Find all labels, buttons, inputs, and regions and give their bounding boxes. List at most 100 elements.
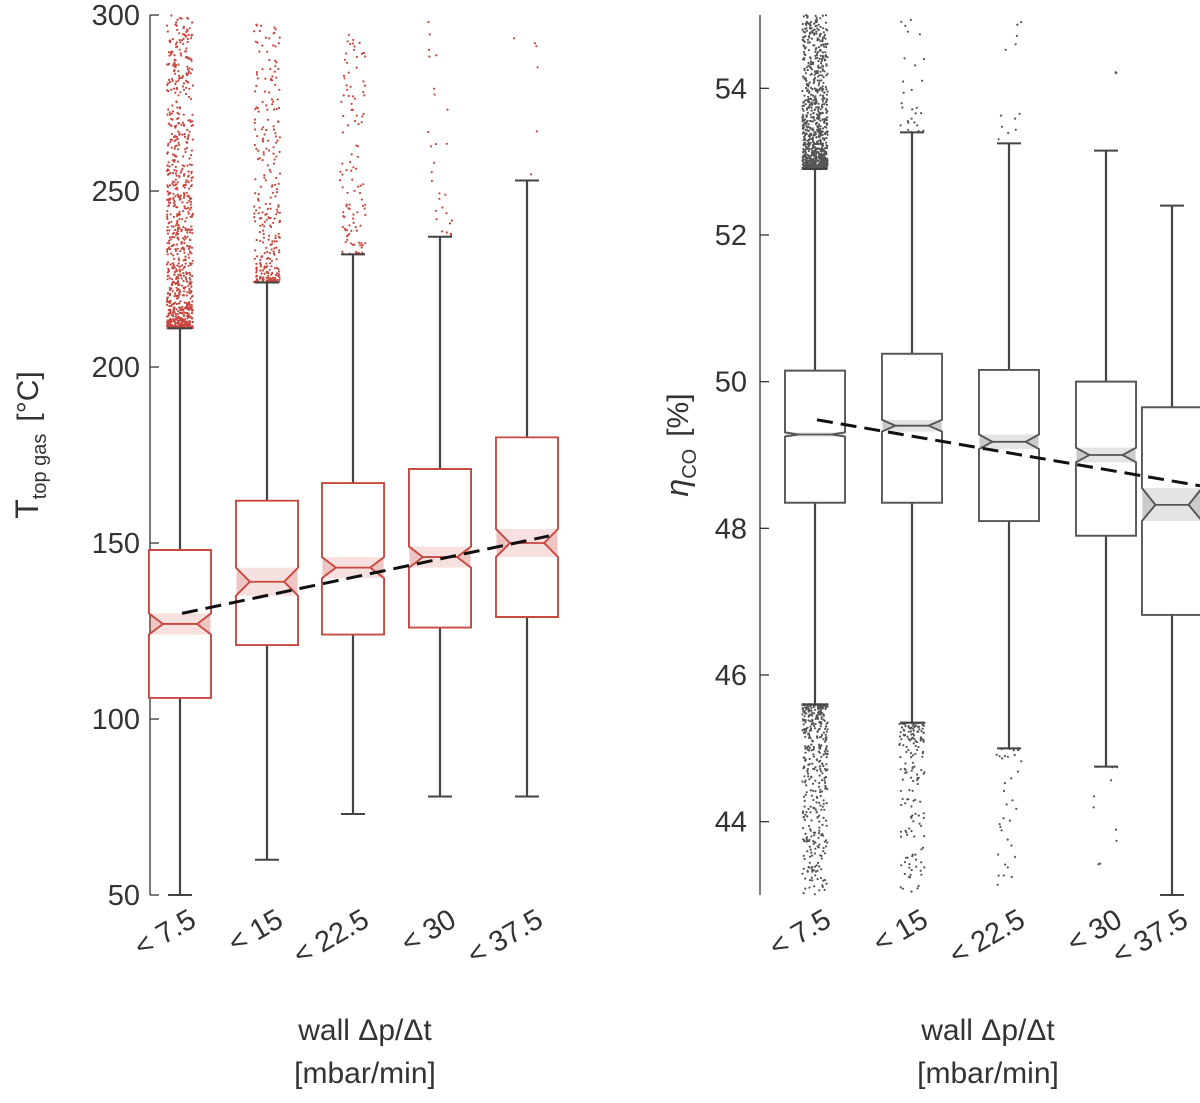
- outlier-point: [535, 130, 538, 133]
- outlier-point: [445, 231, 448, 234]
- outlier-point: [811, 865, 814, 869]
- outlier-point: [358, 192, 362, 195]
- outlier-point: [822, 738, 825, 741]
- outlier-point: [185, 207, 188, 210]
- outlier-point: [180, 284, 184, 287]
- outlier-point: [190, 225, 193, 228]
- outlier-point: [819, 791, 822, 794]
- outlier-point: [182, 37, 185, 40]
- outlier-point: [807, 824, 811, 828]
- outlier-point: [355, 167, 358, 170]
- outlier-point: [819, 17, 822, 20]
- trend-line: [816, 418, 1200, 488]
- outlier-point: [913, 765, 916, 768]
- outlier-point: [181, 201, 184, 204]
- outlier-point: [255, 209, 258, 212]
- outlier-point: [812, 81, 815, 85]
- outlier-point: [818, 142, 822, 145]
- outlier-point: [171, 80, 174, 83]
- outlier-point: [823, 157, 826, 160]
- outlier-point: [174, 91, 177, 94]
- outlier-point: [1115, 839, 1118, 842]
- outlier-point: [274, 45, 277, 48]
- outlier-point: [814, 779, 817, 782]
- outlier-point: [816, 165, 819, 168]
- outlier-point: [901, 797, 904, 801]
- outlier-point: [813, 119, 816, 122]
- outlier-point: [173, 201, 176, 204]
- outlier-point: [825, 123, 829, 126]
- outlier-point: [438, 192, 441, 195]
- outlier-point: [815, 24, 818, 27]
- outlier-point: [920, 737, 923, 740]
- outlier-point: [184, 50, 188, 53]
- outlier-point: [803, 141, 806, 144]
- outlier-point: [259, 265, 262, 268]
- outlier-point: [816, 91, 819, 94]
- outlier-point: [272, 44, 275, 47]
- outlier-point: [174, 165, 177, 169]
- outlier-point: [180, 312, 183, 315]
- outlier-point: [175, 155, 178, 158]
- outlier-point: [923, 866, 926, 869]
- outlier-point: [253, 30, 256, 33]
- outlier-point: [825, 158, 829, 161]
- outlier-point: [825, 146, 828, 149]
- outlier-point: [899, 835, 903, 838]
- outlier-point: [255, 266, 258, 269]
- outlier-point: [187, 264, 190, 267]
- outlier-point: [807, 91, 811, 94]
- outlier-point: [811, 870, 814, 873]
- x-category-label: < 22.5: [288, 903, 375, 971]
- outlier-point: [181, 164, 184, 167]
- outlier-point: [264, 77, 267, 80]
- outlier-point: [811, 68, 814, 71]
- outlier-point: [815, 864, 818, 867]
- outlier-point: [186, 304, 189, 307]
- outlier-point: [802, 150, 805, 153]
- outlier-point: [817, 114, 820, 117]
- outlier-point: [166, 278, 169, 281]
- trend-line: [181, 534, 550, 615]
- outlier-point: [172, 171, 175, 175]
- outlier-point: [188, 306, 191, 309]
- outlier-point: [185, 272, 188, 276]
- outlier-point: [822, 731, 826, 734]
- outlier-point: [182, 26, 185, 29]
- outlier-point: [809, 720, 812, 723]
- outlier-point: [168, 39, 171, 43]
- outlier-point: [178, 288, 181, 291]
- outlier-point: [176, 181, 179, 184]
- outlier-point: [802, 125, 805, 129]
- outlier-point: [814, 148, 817, 151]
- outlier-point: [805, 712, 808, 715]
- outlier-point: [347, 33, 350, 36]
- outlier-point: [360, 246, 363, 249]
- outlier-point: [185, 179, 188, 182]
- outlier-point: [190, 37, 193, 40]
- outlier-point: [802, 854, 805, 858]
- outlier-point: [259, 269, 262, 272]
- outlier-point: [190, 163, 193, 167]
- outlier-point: [1020, 760, 1023, 763]
- outlier-point: [171, 182, 174, 185]
- outlier-point: [174, 313, 178, 316]
- outlier-point: [165, 263, 169, 266]
- outlier-point: [448, 222, 452, 225]
- outlier-point: [182, 196, 186, 199]
- outlier-point: [818, 751, 821, 754]
- outlier-point: [812, 798, 815, 802]
- outlier-point: [822, 27, 825, 30]
- outlier-point: [176, 320, 179, 323]
- box-group: [1141, 204, 1200, 896]
- outlier-point: [818, 82, 821, 85]
- outlier-point: [911, 761, 915, 764]
- outlier-point: [173, 159, 176, 162]
- outlier-point: [1004, 48, 1007, 51]
- outlier-point: [905, 745, 908, 749]
- outlier-point: [805, 708, 808, 711]
- outlier-point: [819, 747, 822, 750]
- outlier-point: [181, 74, 184, 78]
- outlier-point: [1099, 862, 1102, 865]
- outlier-point: [906, 856, 909, 859]
